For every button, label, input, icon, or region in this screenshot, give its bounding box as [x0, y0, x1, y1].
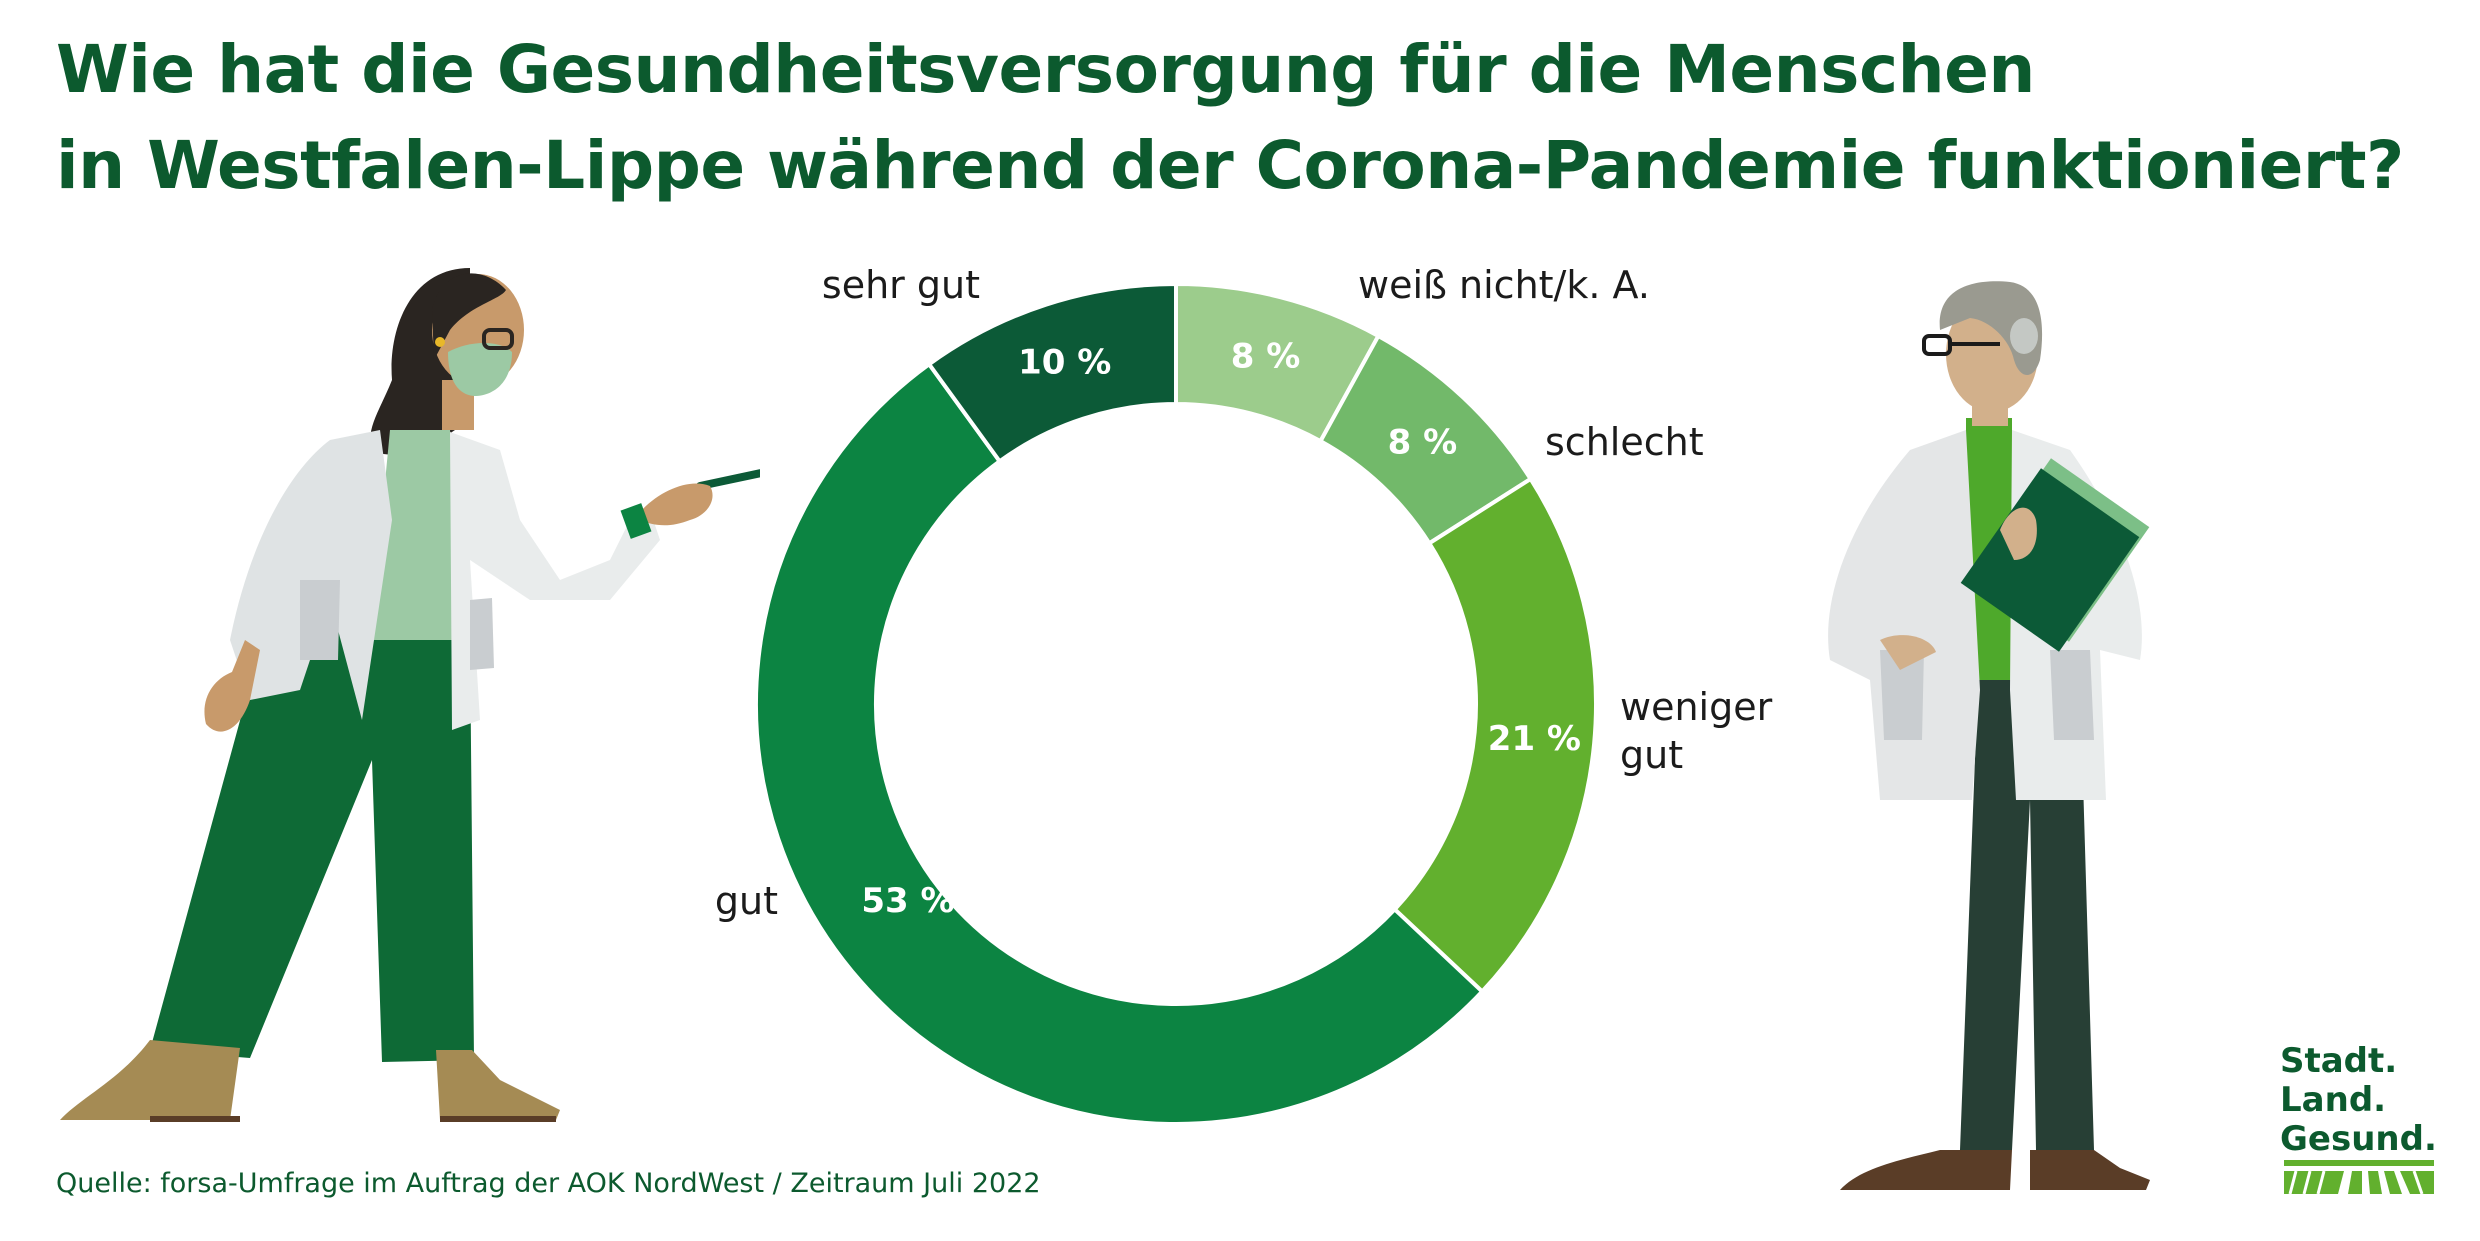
slice-category-label-2: weniger gut [1620, 685, 1773, 777]
slice-value-label-0: 8 % [1231, 336, 1301, 376]
chart-title-line-1: Wie hat die Gesundheitsversorgung für di… [56, 31, 2035, 108]
female-doctor-illustration [60, 268, 760, 1122]
slice-category-label-3: gut [715, 879, 778, 923]
logo-line-1: Stadt. [2280, 1041, 2398, 1081]
chart-title: Wie hat die Gesundheitsversorgung für di… [56, 22, 2404, 214]
logo-wordmark: Stadt. Land. Gesund. [2280, 1042, 2437, 1159]
source-note: Quelle: forsa-Umfrage im Auftrag der AOK… [56, 1168, 1041, 1199]
slice-value-label-1: 8 % [1388, 423, 1458, 463]
field-stripes-logo-icon [2284, 1160, 2434, 1194]
donut-slice-2 [1391, 476, 1598, 995]
slice-value-label-3: 53 % [861, 881, 954, 921]
logo-line-2: Land. [2280, 1080, 2387, 1120]
donut-slice-3 [754, 361, 1485, 1126]
chart-title-line-2: in Westfalen-Lippe während der Corona-Pa… [56, 127, 2404, 204]
slice-category-label-4: sehr gut [822, 263, 980, 307]
slice-value-label-4: 10 % [1018, 343, 1111, 383]
logo-line-3: Gesund. [2280, 1119, 2437, 1159]
donut-slice-4 [926, 281, 1178, 465]
slice-value-label-2: 21 % [1488, 719, 1581, 759]
slice-category-label-0: weiß nicht/k. A. [1358, 263, 1650, 307]
slice-category-label-1: schlecht [1545, 420, 1704, 464]
